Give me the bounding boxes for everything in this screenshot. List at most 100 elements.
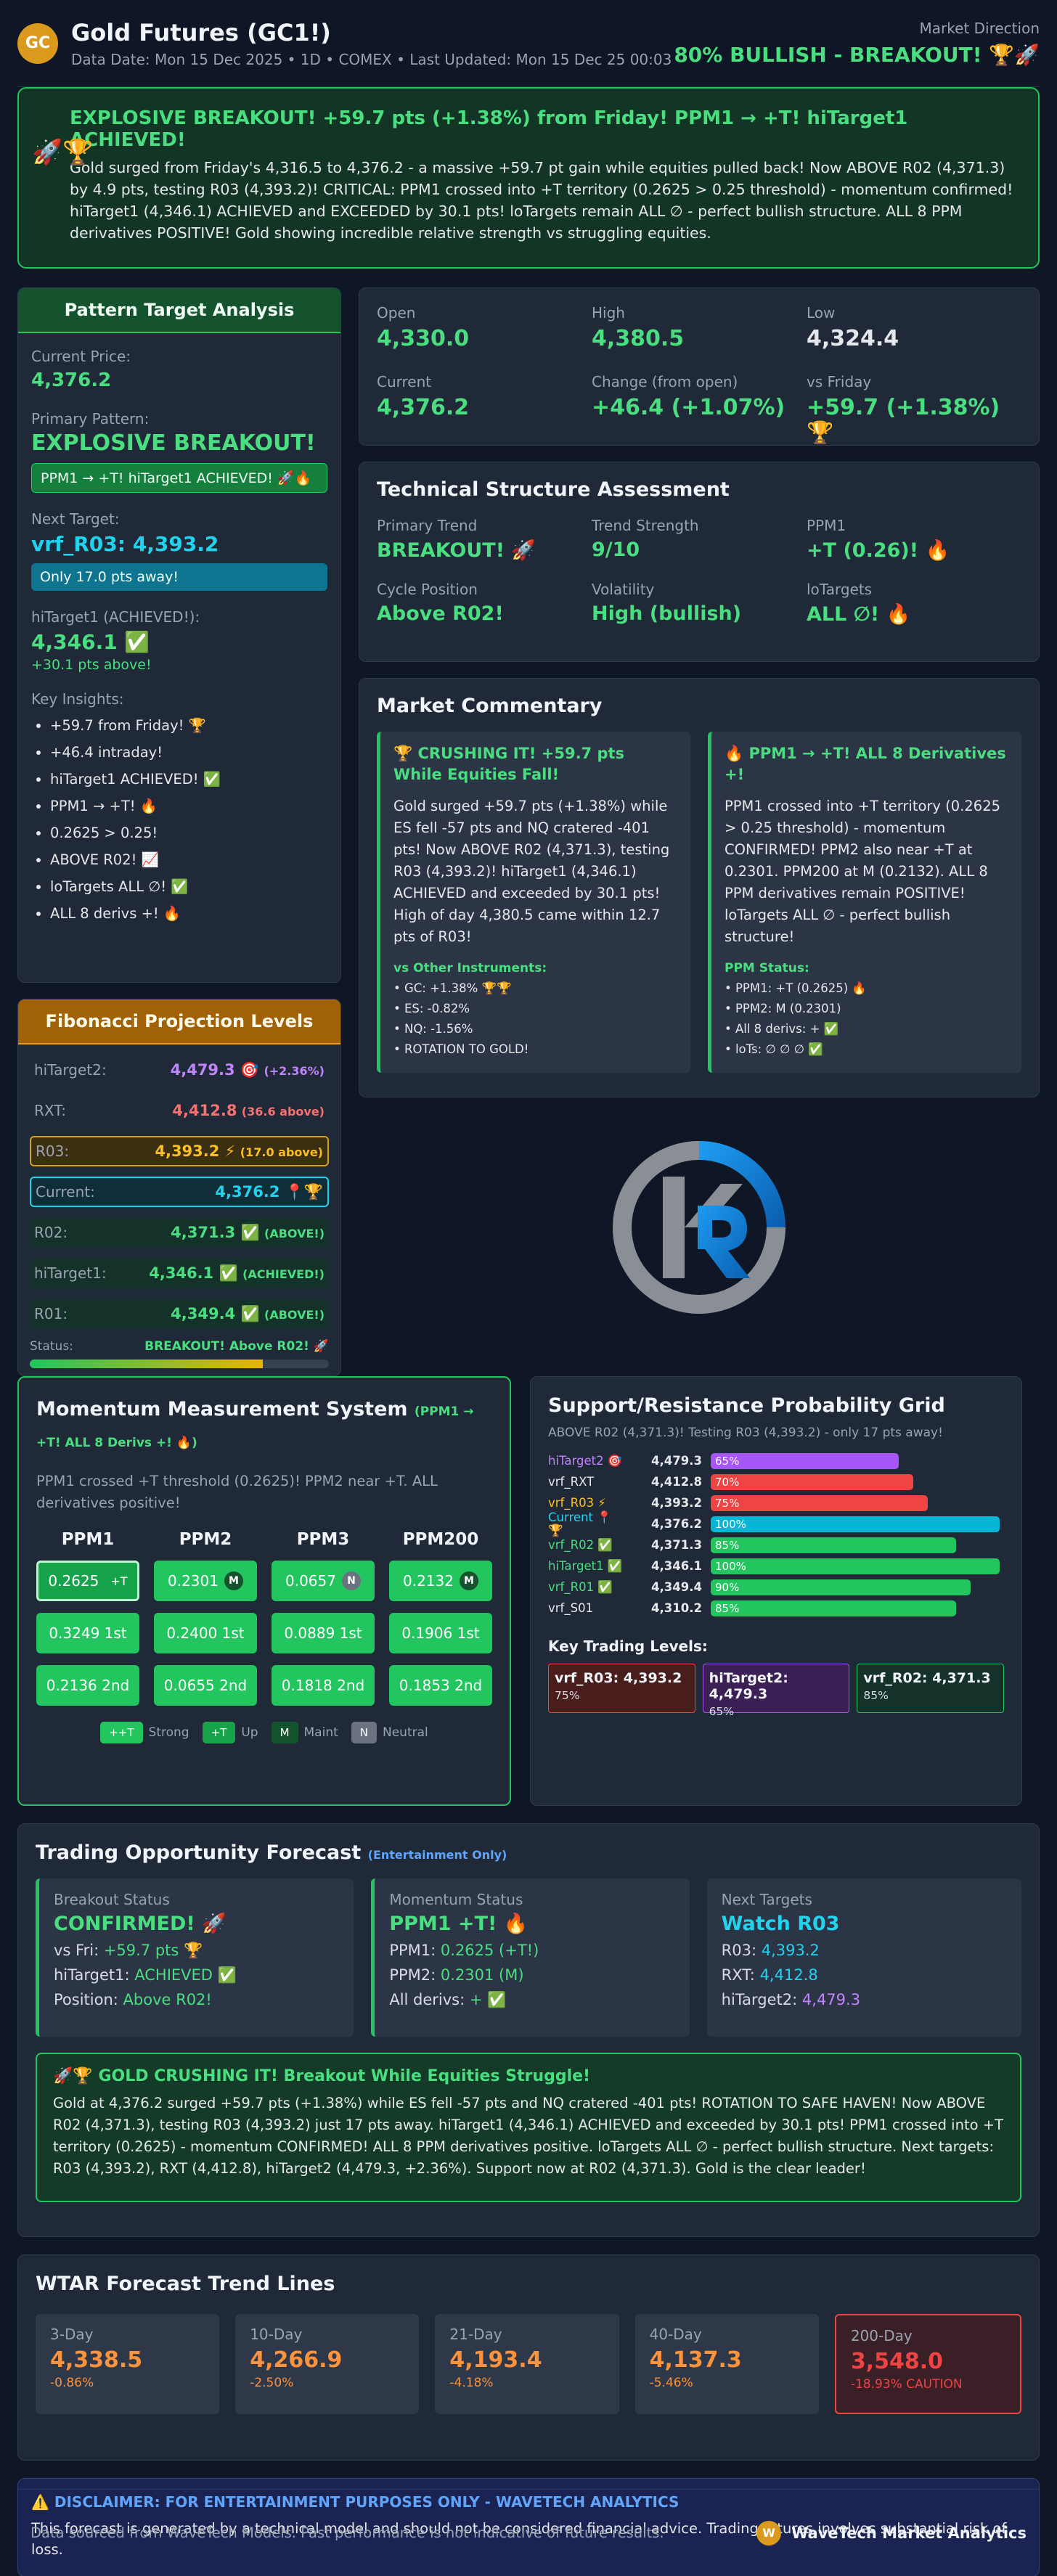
sr-level-name: vrf_R01 ✅ bbox=[548, 1579, 613, 1594]
wtar-200-day: 200-Day 3,548.0 -18.93% CAUTION bbox=[834, 2314, 1022, 2414]
sr-level-name: hiTarget2 🎯 bbox=[548, 1453, 623, 1468]
commentary-list-item: • PPM1: +T (0.2625) 🔥 bbox=[725, 981, 867, 995]
commentary-list-item: • loTs: ∅ ∅ ∅ ✅ bbox=[725, 1042, 823, 1056]
sr-level-value: 4,479.3 bbox=[651, 1454, 702, 1468]
fib-status-value: BREAKOUT! Above R02! 🚀 bbox=[144, 1339, 329, 1354]
hitarget1-note: +30.1 pts above! bbox=[31, 657, 152, 673]
sr-row: vrf_S01 4,310.2 85% bbox=[548, 1598, 1004, 1619]
sr-probability-bar: 100% bbox=[711, 1558, 1000, 1574]
momentum-card: Momentum Measurement System (PPM1 → +T! … bbox=[17, 1376, 511, 1806]
primary-pattern-value: EXPLOSIVE BREAKOUT! bbox=[31, 430, 316, 456]
key-insights-list: +59.7 from Friday! 🏆 +46.4 intraday! hiT… bbox=[31, 712, 327, 927]
commentary-left-sub: vs Other Instruments: bbox=[393, 961, 547, 976]
fib-value: 4,412.8 bbox=[172, 1102, 237, 1119]
commentary-list-item: • ROTATION TO GOLD! bbox=[393, 1042, 529, 1056]
commentary-list-item: • ES: -0.82% bbox=[393, 1002, 470, 1015]
footer-note: Data sourced from WaveTech Models. Past … bbox=[30, 2524, 664, 2541]
sr-level-name: hiTarget1 ✅ bbox=[548, 1558, 623, 1573]
fib-row-rxt: RXT: 4,412.8 (36.6 above) bbox=[30, 1095, 329, 1126]
current-price-label: Current Price: bbox=[31, 348, 131, 365]
ppm-cell: 0.2136 2nd bbox=[36, 1665, 139, 1706]
fibonacci-heading: Fibonacci Projection Levels bbox=[18, 999, 340, 1044]
trade-alert-title: 🚀🏆 GOLD CRUSHING IT! Breakout While Equi… bbox=[53, 2067, 591, 2085]
fib-note: (+2.36%) bbox=[264, 1063, 325, 1078]
fib-row-hitarget2: hiTarget2: 4,479.3 🎯 (+2.36%) bbox=[30, 1055, 329, 1085]
momentum-desc: PPM1 crossed +T threshold (0.2625)! PPM2… bbox=[36, 1473, 438, 1511]
next-targets-box: Next Targets Watch R03 R03: 4,393.2 RXT:… bbox=[706, 1878, 1021, 2037]
stat-current: Current 4,376.2 bbox=[377, 373, 470, 420]
box-value: CONFIRMED! 🚀 bbox=[54, 1913, 226, 1935]
legend-item: M Maint bbox=[271, 1722, 338, 1743]
sr-row: vrf_RXT 4,412.8 70% bbox=[548, 1471, 1004, 1492]
ppm-grid: PPM1 0.2625 +T 0.3249 1st 0.2136 2nd PPM2 0.23… bbox=[36, 1530, 492, 1706]
fib-value: 4,393.2 ⚡ bbox=[155, 1142, 236, 1160]
disclaimer: ⚠️ DISCLAIMER: FOR ENTERTAINMENT PURPOSE… bbox=[17, 2478, 1040, 2576]
primary-pattern-pill: PPM1 → +T! hiTarget1 ACHIEVED! 🚀🔥 bbox=[31, 463, 327, 493]
ppm-cell: 0.3249 1st bbox=[36, 1613, 139, 1653]
hitarget1-value: 4,346.1 ✅ bbox=[31, 630, 150, 654]
header: GC Gold Futures (GC1!) Data Date: Mon 15… bbox=[17, 0, 1040, 87]
insight-item: ALL 8 derivs +! 🔥 bbox=[50, 900, 327, 927]
fib-row-r02: R02: 4,371.3 ✅ (ABOVE!) bbox=[30, 1217, 329, 1248]
insight-item: 0.2625 > 0.25! bbox=[50, 819, 327, 846]
fib-status: Status: BREAKOUT! Above R02! 🚀 bbox=[30, 1339, 329, 1354]
stat-high: High 4,380.5 bbox=[592, 304, 685, 351]
next-target-value: vrf_R03: 4,393.2 bbox=[31, 532, 219, 556]
fib-label: hiTarget1: bbox=[34, 1264, 107, 1282]
ppm-badge: M bbox=[459, 1571, 478, 1590]
wtar-10-day: 10-Day 4,266.9 -2.50% bbox=[235, 2314, 420, 2414]
ppm-badge: +T bbox=[110, 1574, 128, 1588]
ppm-column: PPM1 0.2625 +T 0.3249 1st 0.2136 2nd bbox=[36, 1530, 139, 1706]
sr-level-value: 4,412.8 bbox=[651, 1475, 702, 1489]
sr-row: Current 📍🏆 4,376.2 100% bbox=[548, 1510, 1004, 1537]
fib-value: 4,349.4 ✅ bbox=[171, 1304, 260, 1322]
next-target-label: Next Target: bbox=[31, 510, 120, 528]
sr-level-name: vrf_RXT bbox=[548, 1474, 595, 1489]
fib-label: Current: bbox=[36, 1183, 95, 1201]
fib-value: 4,346.1 ✅ bbox=[149, 1264, 238, 1282]
sr-rows: hiTarget2 🎯 4,479.3 65% vrf_RXT 4,412.8 70% vr… bbox=[548, 1450, 1004, 1619]
ppm-badge: N bbox=[341, 1571, 361, 1590]
pattern-target-card: Pattern Target Analysis Current Price: 4… bbox=[17, 287, 341, 983]
next-target-pill: Only 17.0 pts away! bbox=[31, 563, 327, 591]
fib-row-current: Current: 4,376.2 📍🏆 bbox=[30, 1177, 329, 1207]
sr-probability-bar: 70% bbox=[711, 1473, 913, 1490]
current-price-value: 4,376.2 bbox=[31, 369, 112, 391]
wtar-40-day: 40-Day 4,137.3 -5.46% bbox=[634, 2314, 819, 2414]
page-title: Gold Futures (GC1!) bbox=[71, 18, 331, 46]
fib-progress-bar bbox=[30, 1359, 329, 1368]
market-commentary-card: Market Commentary 🏆 CRUSHING IT! +59.7 p… bbox=[359, 678, 1040, 1097]
fib-label: R01: bbox=[34, 1305, 68, 1322]
commentary-list-item: • GC: +1.38% 🏆🏆 bbox=[393, 981, 512, 995]
fib-label: hiTarget2: bbox=[34, 1061, 107, 1079]
sr-probability-bar: 85% bbox=[711, 1600, 957, 1616]
fibonacci-card: Fibonacci Projection Levels hiTarget2: 4… bbox=[17, 999, 341, 1376]
trading-title-tag: (Entertainment Only) bbox=[367, 1848, 507, 1862]
commentary-right-title: 🔥 PPM1 → +T! ALL 8 Derivatives +! bbox=[725, 745, 1006, 783]
stat-vs-friday: vs Friday +59.7 (+1.38%) 🏆 bbox=[807, 373, 1000, 446]
wtar-card: WTAR Forecast Trend Lines 3-Day 4,338.5 -0… bbox=[17, 2254, 1040, 2461]
alert-body: Gold surged from Friday's 4,316.5 to 4,3… bbox=[70, 159, 1013, 242]
box-value: Watch R03 bbox=[721, 1913, 840, 1935]
legend-item: N Neutral bbox=[351, 1722, 428, 1743]
momentum-title-tag: (PPM1 → +T! ALL 8 Derivs +! 🔥) bbox=[36, 1404, 474, 1450]
trade-alert-body: Gold at 4,376.2 surged +59.7 pts (+1.38%… bbox=[53, 2095, 1003, 2177]
key-levels-title: Key Trading Levels: bbox=[548, 1637, 708, 1655]
ppm-cell: 0.1906 1st bbox=[389, 1613, 492, 1653]
fib-label: RXT: bbox=[34, 1102, 67, 1119]
commentary-left-title: 🏆 CRUSHING IT! +59.7 pts While Equities … bbox=[393, 745, 625, 783]
fib-value: 4,479.3 🎯 bbox=[170, 1060, 260, 1079]
ppm-badge: M bbox=[224, 1571, 243, 1590]
fib-row-r01: R01: 4,349.4 ✅ (ABOVE!) bbox=[30, 1299, 329, 1329]
ppm-header: PPM200 bbox=[402, 1530, 479, 1549]
key-levels: vrf_R03: 4,393.2 75% hiTarget2: 4,479.3 65%… bbox=[548, 1664, 1005, 1718]
box-value: PPM1 +T! 🔥 bbox=[389, 1913, 528, 1935]
gc-logo: GC bbox=[17, 23, 58, 64]
ppm-header: PPM2 bbox=[179, 1530, 232, 1549]
key-insights-label: Key Insights: bbox=[31, 690, 124, 708]
sr-level-value: 4,371.3 bbox=[651, 1538, 702, 1552]
tech-trend-strength: Trend Strength 9/10 bbox=[592, 517, 699, 561]
trade-alert: 🚀🏆 GOLD CRUSHING IT! Breakout While Equi… bbox=[36, 2053, 1021, 2202]
ppm-cell: 0.0889 1st bbox=[272, 1613, 375, 1653]
ppm-cell: 0.1853 2nd bbox=[389, 1665, 492, 1706]
